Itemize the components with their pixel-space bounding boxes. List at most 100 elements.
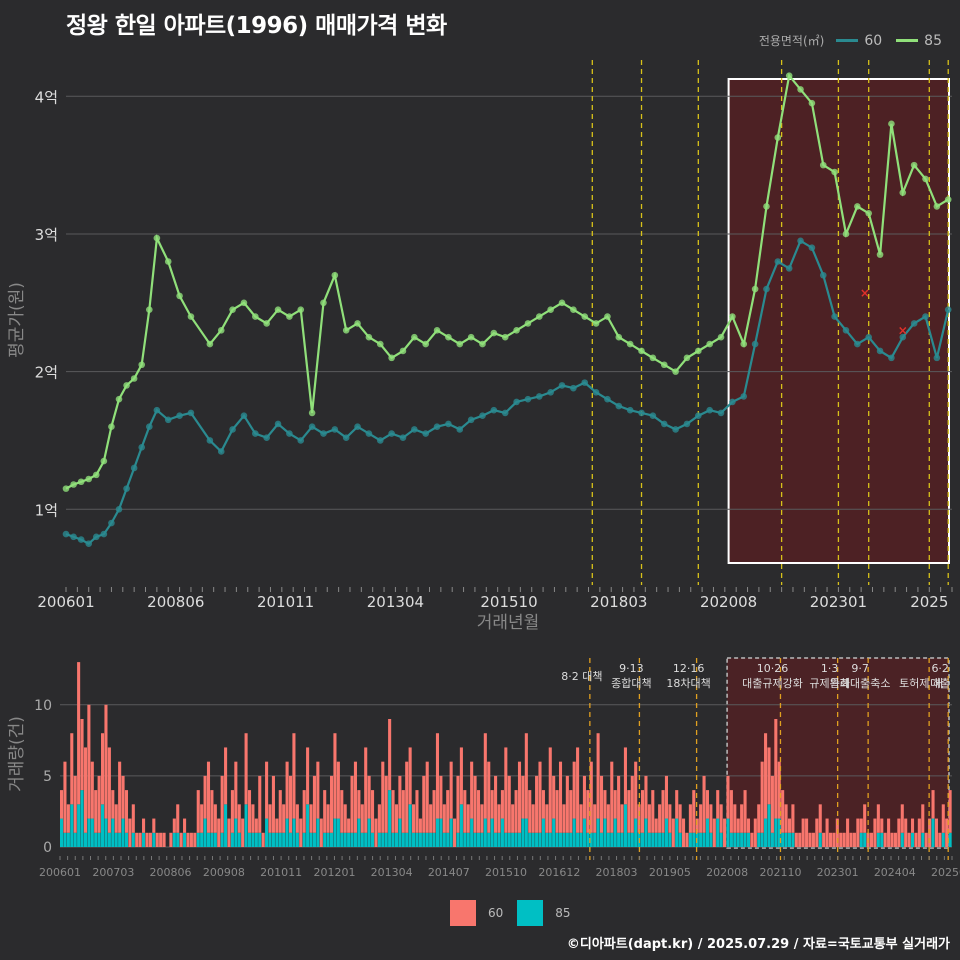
price-point-60	[92, 533, 100, 541]
volume-bar-60	[319, 818, 323, 847]
price-point-60	[615, 402, 623, 410]
volume-x-tick-label: 200806	[150, 866, 192, 879]
price-point-60	[145, 423, 153, 430]
price-point-85	[763, 203, 770, 210]
volume-bar-60	[746, 818, 751, 833]
volume-bar-60	[794, 832, 798, 847]
volume-bar-85	[517, 832, 522, 847]
price-point-60	[706, 406, 713, 414]
price-point-60	[354, 423, 361, 430]
volume-bar-60	[897, 818, 901, 847]
price-point-85	[797, 86, 804, 93]
volume-bar-60	[941, 804, 945, 833]
volume-bar-60	[357, 790, 361, 819]
volume-bar-85	[494, 832, 498, 847]
volume-bar-85	[118, 832, 122, 847]
price-point-85	[100, 457, 108, 465]
volume-bar-60	[111, 790, 115, 819]
volume-bar-60	[476, 790, 481, 833]
price-point-60	[153, 406, 161, 414]
volume-bar-85	[558, 832, 563, 847]
volume-bar-85	[265, 818, 269, 847]
price-point-60	[535, 393, 543, 400]
volume-bar-60	[487, 761, 491, 833]
volume-bar-60	[247, 790, 252, 833]
volume-bar-60	[107, 747, 111, 833]
volume-bar-85	[234, 818, 238, 847]
volume-bar-60	[329, 775, 334, 833]
price-point-60	[308, 423, 316, 430]
volume-bar-60	[490, 790, 494, 819]
volume-bar-85	[504, 832, 508, 847]
volume-bar-60	[124, 790, 129, 833]
volume-legend-label-85: 85	[555, 906, 571, 920]
volume-bar-85	[514, 832, 518, 847]
volume-x-tick-label: 201803	[596, 866, 638, 879]
volume-bar-60	[596, 733, 600, 819]
price-point-60	[456, 426, 464, 433]
volume-bar-85	[572, 818, 576, 847]
volume-bar-60	[750, 832, 754, 847]
price-point-60	[774, 258, 782, 265]
volume-bar-60	[815, 818, 819, 847]
x-tick-label: 200806	[147, 593, 204, 611]
price-point-60	[763, 285, 770, 293]
area-legend: 전용면적(㎡) 60 85	[759, 32, 950, 49]
volume-bar-60	[726, 775, 730, 819]
volume-bar-60	[582, 775, 586, 819]
volume-bar-60	[757, 804, 761, 833]
volume-bar-85	[111, 818, 115, 847]
volume-bar-60	[593, 804, 597, 833]
cancel-marker: ×	[898, 323, 908, 337]
volume-bar-60	[162, 832, 166, 847]
volume-bar-85	[941, 832, 945, 847]
volume-bar-85	[497, 832, 501, 847]
price-point-85	[729, 313, 736, 320]
price-point-60	[286, 430, 293, 437]
price-point-60	[411, 426, 418, 433]
price-point-60	[388, 430, 395, 437]
volume-bar-60	[531, 804, 535, 833]
volume-bar-60	[651, 790, 655, 833]
volume-bar-60	[169, 832, 173, 847]
price-point-85	[77, 478, 85, 486]
volume-bar-60	[743, 790, 747, 833]
volume-bar-85	[323, 832, 327, 847]
volume-bar-85	[545, 832, 549, 847]
volume-bar-60	[798, 832, 802, 847]
volume-y-tick-label: 5	[43, 769, 52, 785]
volume-bar-60	[353, 761, 357, 833]
volume-bar-60	[671, 818, 675, 847]
volume-bar-60	[179, 832, 183, 847]
price-point-85	[831, 168, 838, 176]
price-point-85	[649, 354, 657, 362]
price-point-85	[558, 299, 566, 307]
price-point-60	[467, 416, 475, 424]
volume-bar-60	[781, 790, 785, 833]
volume-bar-60	[446, 790, 450, 833]
price-point-60	[672, 426, 679, 433]
volume-bar-60	[811, 832, 815, 847]
volume-x-tick-label: 202404	[874, 866, 916, 879]
volume-bar-60	[340, 790, 344, 833]
volume-x-tick-label: 202008	[706, 866, 748, 879]
volume-bar-85	[183, 832, 187, 847]
volume-bar-60	[227, 818, 231, 847]
volume-bar-60	[733, 804, 737, 833]
volume-bar-60	[425, 761, 429, 833]
price-point-85	[354, 320, 361, 327]
volume-bar-85	[716, 818, 720, 847]
volume-y-axis-label: 거래량(건)	[7, 716, 27, 792]
volume-bar-60	[422, 775, 426, 833]
price-point-85	[145, 306, 153, 313]
price-point-85	[910, 161, 918, 169]
volume-bar-85	[422, 832, 426, 847]
policy-annotation: 18차대책	[666, 677, 710, 690]
price-point-85	[399, 347, 407, 355]
volume-bar-60	[569, 790, 573, 833]
volume-bar-60	[292, 733, 296, 819]
volume-bar-85	[774, 818, 778, 847]
volume-x-tick-label: 201011	[260, 866, 302, 879]
volume-bar-85	[630, 832, 634, 847]
volume-bar-60	[931, 790, 935, 819]
